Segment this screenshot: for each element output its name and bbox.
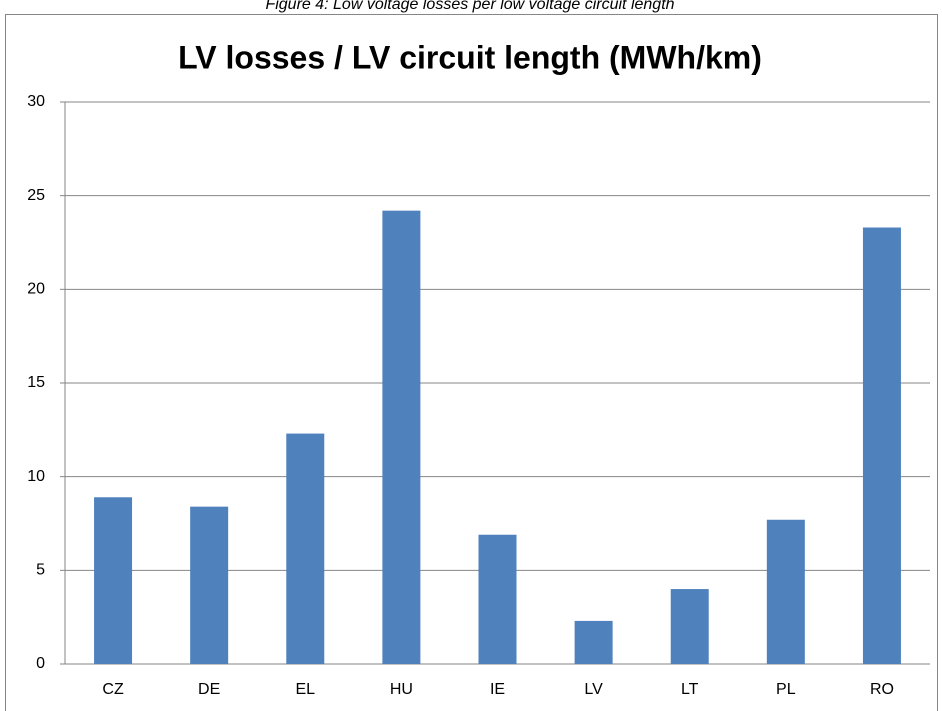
x-tick-label: CZ [102,681,124,698]
x-tick-label: PL [776,681,796,698]
x-tick-label: LT [681,681,699,698]
y-tick-label: 25 [27,187,45,204]
y-tick-label: 10 [27,468,45,485]
x-tick-label: RO [870,681,894,698]
bar [286,433,325,664]
y-tick-label: 30 [27,93,45,110]
bar [670,589,709,664]
bar [862,227,901,664]
x-tick-label: DE [198,681,220,698]
bar [190,506,229,664]
y-tick-label: 5 [36,562,45,579]
y-tick-label: 20 [27,281,45,298]
caption-backdrop [200,0,740,14]
x-tick-label: IE [490,681,505,698]
bar [766,519,805,664]
x-tick-label: LV [584,681,603,698]
bar [574,620,613,664]
bar [94,497,133,664]
y-tick-label: 0 [36,655,45,672]
x-tick-label: HU [390,681,413,698]
bar [382,210,421,665]
chart-title: LV losses / LV circuit length (MWh/km) [178,39,762,75]
x-tick-label: EL [295,681,315,698]
figure-caption: Figure 4: Low voltage losses per low vol… [265,0,674,13]
y-tick-label: 15 [27,374,45,391]
bar [478,534,517,664]
